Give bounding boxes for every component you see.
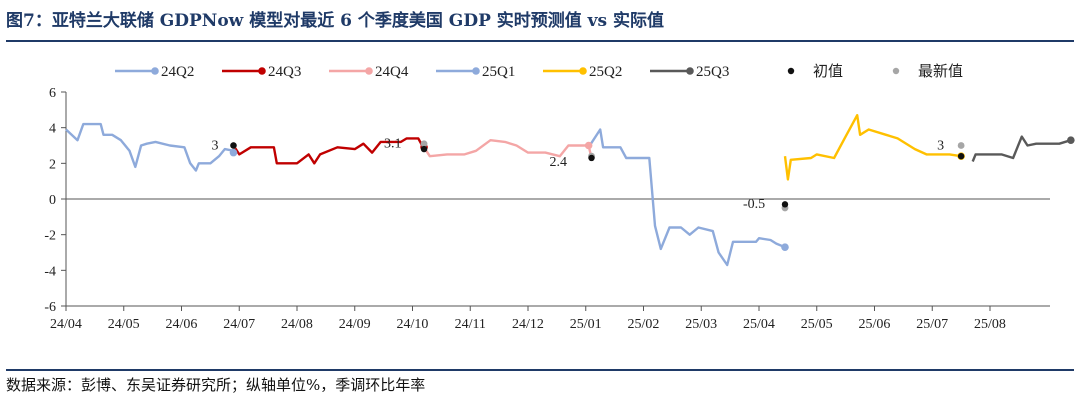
legend-label: 24Q4 [375, 64, 409, 80]
x-tick-label: 24/04 [50, 317, 82, 332]
gdpnow-chart: 6 4 2 0 -2 -4 -6 24/04 24/05 24/06 24/07 24/08 24/09… [44, 63, 1075, 332]
data-label: -0.5 [743, 197, 765, 212]
x-tick-label: 25/07 [916, 317, 948, 332]
data-label: 3 [211, 139, 218, 154]
series-end-marker [229, 148, 238, 157]
initial-value-point [230, 142, 237, 149]
x-tick-label: 24/11 [455, 317, 486, 332]
source-note: 数据来源：彭博、东吴证券研究所；纵轴单位%，季调环比年率 [6, 376, 426, 394]
y-tick-label: 4 [49, 122, 56, 137]
series-line-24q3 [232, 137, 426, 165]
x-tick-label: 25/01 [570, 317, 602, 332]
series-line-25q2 [783, 114, 962, 181]
x-tick-label: 25/04 [743, 317, 775, 332]
series-end-marker [584, 141, 593, 150]
legend-marker-24q2 [151, 67, 159, 75]
y-tick-label: -6 [44, 300, 56, 315]
legend-marker [892, 67, 900, 75]
y-tick-label: -4 [44, 264, 56, 279]
legend-label: 24Q3 [268, 64, 301, 80]
legend-marker-24q3 [258, 67, 266, 75]
initial-value-point [420, 145, 428, 153]
source-rule [6, 369, 1074, 371]
legend-marker-25q2 [579, 67, 587, 75]
series-line-25q1 [587, 128, 786, 267]
legend-marker-25q1 [472, 67, 480, 75]
legend-label: 25Q2 [589, 64, 622, 80]
initial-value-point [781, 201, 789, 208]
legend-marker [787, 67, 795, 75]
latest-value-point [420, 140, 428, 148]
series-line-24q4 [423, 139, 593, 159]
legend-label: 初值 [813, 63, 843, 80]
y-tick-label: 2 [49, 157, 56, 172]
data-label: 3 [937, 139, 944, 154]
title-rule [6, 40, 1074, 42]
x-tick-label: 24/06 [166, 317, 198, 332]
x-tick-label: 25/03 [685, 317, 717, 332]
legend-label: 25Q3 [696, 64, 729, 80]
x-tick-label: 25/05 [801, 317, 833, 332]
legend-label: 25Q1 [482, 64, 515, 80]
y-tick-label: 0 [49, 193, 56, 208]
x-tick-label: 24/05 [108, 317, 140, 332]
x-tick-label: 24/08 [281, 317, 313, 332]
x-tick-label: 24/10 [397, 317, 429, 332]
series-line-25q3 [971, 135, 1072, 162]
legend-label: 最新值 [918, 63, 963, 80]
chart-title: 图7：亚特兰大联储 GDPNow 模型对最近 6 个季度美国 GDP 实时预测值… [6, 11, 665, 31]
data-label: 2.4 [550, 155, 568, 170]
initial-value-point [588, 154, 595, 162]
legend-label: 24Q2 [161, 64, 194, 80]
legend-marker-25q3 [686, 67, 694, 75]
initial-value-point [957, 153, 965, 160]
x-tick-label: 24/12 [512, 317, 544, 332]
x-tick-label: 24/07 [223, 317, 255, 332]
latest-value-point [957, 142, 965, 149]
y-tick-label: 6 [49, 86, 56, 101]
series-end-marker [781, 243, 789, 251]
x-tick-label: 24/09 [339, 317, 371, 332]
x-tick-label: 25/06 [859, 317, 891, 332]
series-line-24q2 [65, 122, 234, 172]
x-tick-label: 25/08 [974, 317, 1006, 332]
data-label: 3.1 [384, 137, 402, 152]
y-tick-label: -2 [44, 229, 56, 244]
x-tick-label: 25/02 [628, 317, 660, 332]
series-end-marker [1067, 136, 1075, 144]
legend-marker-24q4 [365, 67, 373, 75]
